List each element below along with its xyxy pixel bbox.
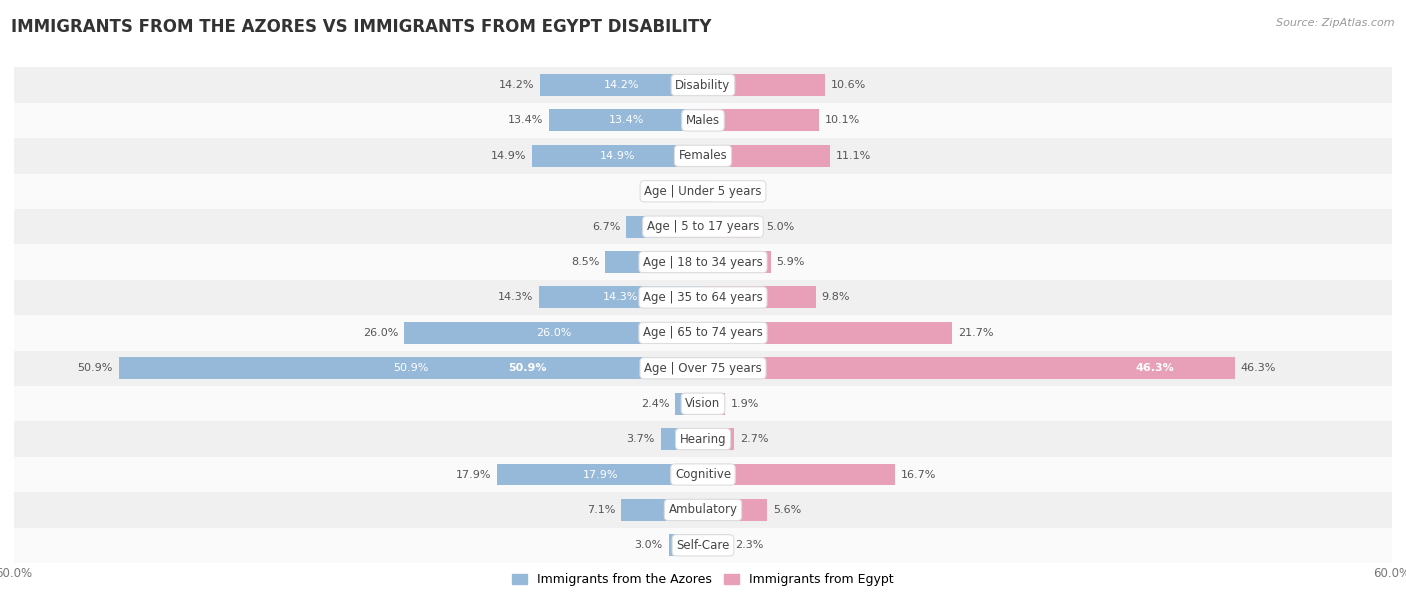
Text: 13.4%: 13.4% — [609, 116, 644, 125]
Text: 14.2%: 14.2% — [603, 80, 640, 90]
Bar — [703, 357, 1234, 379]
Bar — [14, 244, 1392, 280]
Text: 46.3%: 46.3% — [1136, 364, 1174, 373]
Bar — [405, 322, 703, 344]
Bar — [703, 428, 734, 450]
Text: 8.5%: 8.5% — [571, 257, 599, 267]
Bar — [14, 422, 1392, 457]
Text: 10.6%: 10.6% — [831, 80, 866, 90]
Bar — [14, 138, 1392, 174]
Bar — [498, 463, 703, 485]
Text: 50.9%: 50.9% — [77, 364, 112, 373]
Text: 16.7%: 16.7% — [900, 469, 936, 480]
Legend: Immigrants from the Azores, Immigrants from Egypt: Immigrants from the Azores, Immigrants f… — [508, 569, 898, 591]
Bar — [661, 428, 703, 450]
Text: 11.1%: 11.1% — [837, 151, 872, 161]
Text: 9.8%: 9.8% — [821, 293, 849, 302]
Text: 2.4%: 2.4% — [641, 398, 669, 409]
Bar — [14, 457, 1392, 492]
Bar — [14, 103, 1392, 138]
Bar — [14, 528, 1392, 563]
Text: 26.0%: 26.0% — [363, 328, 399, 338]
Text: 17.9%: 17.9% — [582, 469, 619, 480]
Text: Self-Care: Self-Care — [676, 539, 730, 552]
Bar — [703, 393, 725, 415]
Text: 46.3%: 46.3% — [1240, 364, 1275, 373]
Bar — [14, 67, 1392, 103]
Bar — [703, 74, 825, 96]
Bar — [14, 315, 1392, 351]
Bar — [678, 181, 703, 202]
Text: Source: ZipAtlas.com: Source: ZipAtlas.com — [1277, 18, 1395, 28]
Bar — [621, 499, 703, 521]
Bar — [703, 286, 815, 308]
Text: Age | 65 to 74 years: Age | 65 to 74 years — [643, 326, 763, 340]
Text: 14.2%: 14.2% — [499, 80, 534, 90]
Text: Cognitive: Cognitive — [675, 468, 731, 481]
Text: 10.1%: 10.1% — [825, 116, 860, 125]
Text: 14.9%: 14.9% — [491, 151, 526, 161]
Bar — [669, 534, 703, 556]
Text: Disability: Disability — [675, 78, 731, 92]
Bar — [550, 110, 703, 132]
Text: 17.9%: 17.9% — [456, 469, 492, 480]
Text: 3.7%: 3.7% — [627, 434, 655, 444]
Text: 2.3%: 2.3% — [735, 540, 763, 550]
Bar — [703, 499, 768, 521]
Bar — [14, 209, 1392, 244]
Text: 26.0%: 26.0% — [536, 328, 571, 338]
Bar — [531, 145, 703, 167]
Bar — [538, 286, 703, 308]
Text: 1.1%: 1.1% — [721, 186, 749, 196]
Text: 7.1%: 7.1% — [588, 505, 616, 515]
Text: Hearing: Hearing — [679, 433, 727, 446]
Bar — [14, 492, 1392, 528]
Bar — [703, 534, 730, 556]
Bar — [703, 251, 770, 273]
Bar — [703, 145, 831, 167]
Text: Females: Females — [679, 149, 727, 162]
Text: 14.3%: 14.3% — [498, 293, 533, 302]
Text: 14.9%: 14.9% — [600, 151, 636, 161]
Text: 2.2%: 2.2% — [644, 186, 672, 196]
Text: 6.7%: 6.7% — [592, 222, 620, 232]
Text: 21.7%: 21.7% — [957, 328, 994, 338]
Text: Ambulatory: Ambulatory — [668, 504, 738, 517]
Bar — [540, 74, 703, 96]
Text: Age | 35 to 64 years: Age | 35 to 64 years — [643, 291, 763, 304]
Text: 5.0%: 5.0% — [766, 222, 794, 232]
Text: Age | 5 to 17 years: Age | 5 to 17 years — [647, 220, 759, 233]
Bar — [118, 357, 703, 379]
Bar — [14, 280, 1392, 315]
Text: Age | 18 to 34 years: Age | 18 to 34 years — [643, 256, 763, 269]
Text: 50.9%: 50.9% — [509, 364, 547, 373]
Text: 14.3%: 14.3% — [603, 293, 638, 302]
Text: IMMIGRANTS FROM THE AZORES VS IMMIGRANTS FROM EGYPT DISABILITY: IMMIGRANTS FROM THE AZORES VS IMMIGRANTS… — [11, 18, 711, 36]
Text: Age | Over 75 years: Age | Over 75 years — [644, 362, 762, 375]
Text: 5.9%: 5.9% — [776, 257, 804, 267]
Bar — [675, 393, 703, 415]
Bar — [14, 386, 1392, 422]
Text: 3.0%: 3.0% — [634, 540, 662, 550]
Bar — [14, 174, 1392, 209]
Text: 5.6%: 5.6% — [773, 505, 801, 515]
Text: 50.9%: 50.9% — [394, 364, 429, 373]
Bar — [703, 463, 894, 485]
Text: 13.4%: 13.4% — [508, 116, 543, 125]
Text: 2.7%: 2.7% — [740, 434, 768, 444]
Bar — [703, 181, 716, 202]
Bar — [703, 110, 818, 132]
Bar — [14, 351, 1392, 386]
Text: Age | Under 5 years: Age | Under 5 years — [644, 185, 762, 198]
Text: 1.9%: 1.9% — [731, 398, 759, 409]
Bar — [626, 215, 703, 237]
Bar — [703, 215, 761, 237]
Bar — [606, 251, 703, 273]
Bar — [703, 322, 952, 344]
Text: Vision: Vision — [685, 397, 721, 410]
Text: Males: Males — [686, 114, 720, 127]
